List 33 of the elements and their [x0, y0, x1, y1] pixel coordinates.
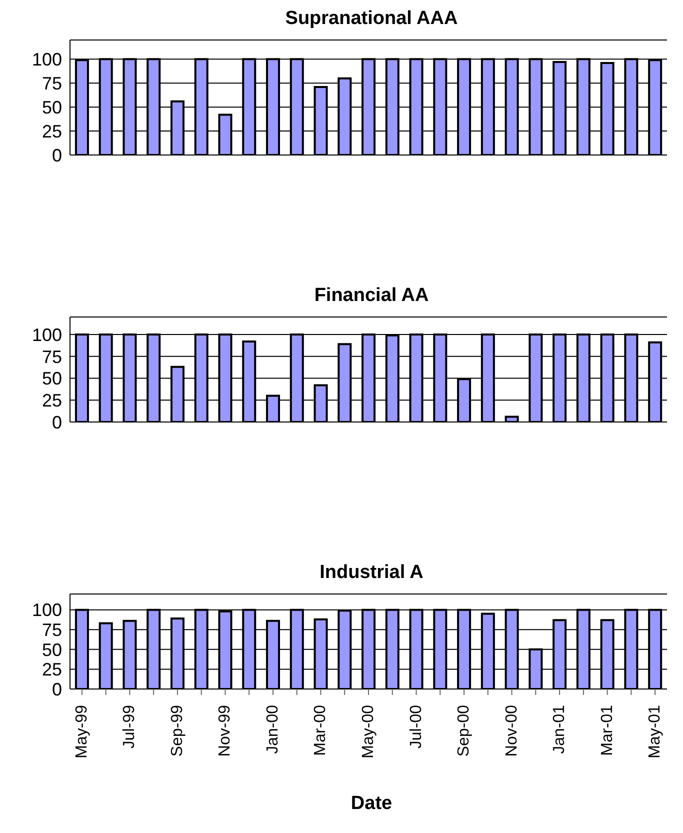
x-axis-title: Date: [350, 793, 394, 815]
x-tick-label: Jan-01: [551, 704, 568, 754]
y-tick-label: 100: [32, 600, 62, 620]
x-tick-label: Mar-01: [598, 704, 616, 756]
y-tick-label: 75: [42, 346, 62, 367]
y-tick-label: 75: [42, 74, 62, 94]
y-tick-label: 0: [52, 145, 62, 166]
x-tick-label: Nov-99: [216, 704, 234, 757]
x-tick-label: May-00: [360, 704, 377, 758]
y-tick-label: 50: [42, 97, 62, 118]
x-tick-label: Sep-00: [456, 704, 473, 757]
x-tick-label: Jul-00: [408, 704, 425, 749]
y-tick-label: 100: [32, 324, 62, 345]
y-tick-label: 25: [42, 390, 62, 411]
chart-title: Supranational AAA: [284, 8, 459, 30]
y-tick-label: 25: [42, 121, 62, 142]
y-tick-label: 0: [52, 412, 62, 432]
y-tick-label: 25: [42, 660, 62, 680]
chart-title: Financial AA: [313, 285, 430, 307]
y-tick-label: 0: [52, 679, 62, 700]
x-tick-label: Sep-99: [168, 704, 186, 757]
x-tick-label: Nov-00: [503, 704, 520, 757]
x-tick-label: Jan-00: [264, 704, 282, 754]
y-tick-label: 50: [42, 368, 62, 389]
x-tick-label: May-01: [646, 704, 664, 758]
x-tick-label: Mar-00: [312, 704, 330, 756]
chart-title: Industrial A: [318, 562, 424, 584]
x-tick-label: Jul-99: [121, 704, 138, 749]
y-tick-label: 75: [42, 620, 62, 640]
bar: [504, 416, 519, 422]
y-tick-label: 100: [32, 50, 62, 70]
x-tick-label: May-99: [73, 704, 90, 758]
y-tick-label: 50: [42, 640, 62, 660]
